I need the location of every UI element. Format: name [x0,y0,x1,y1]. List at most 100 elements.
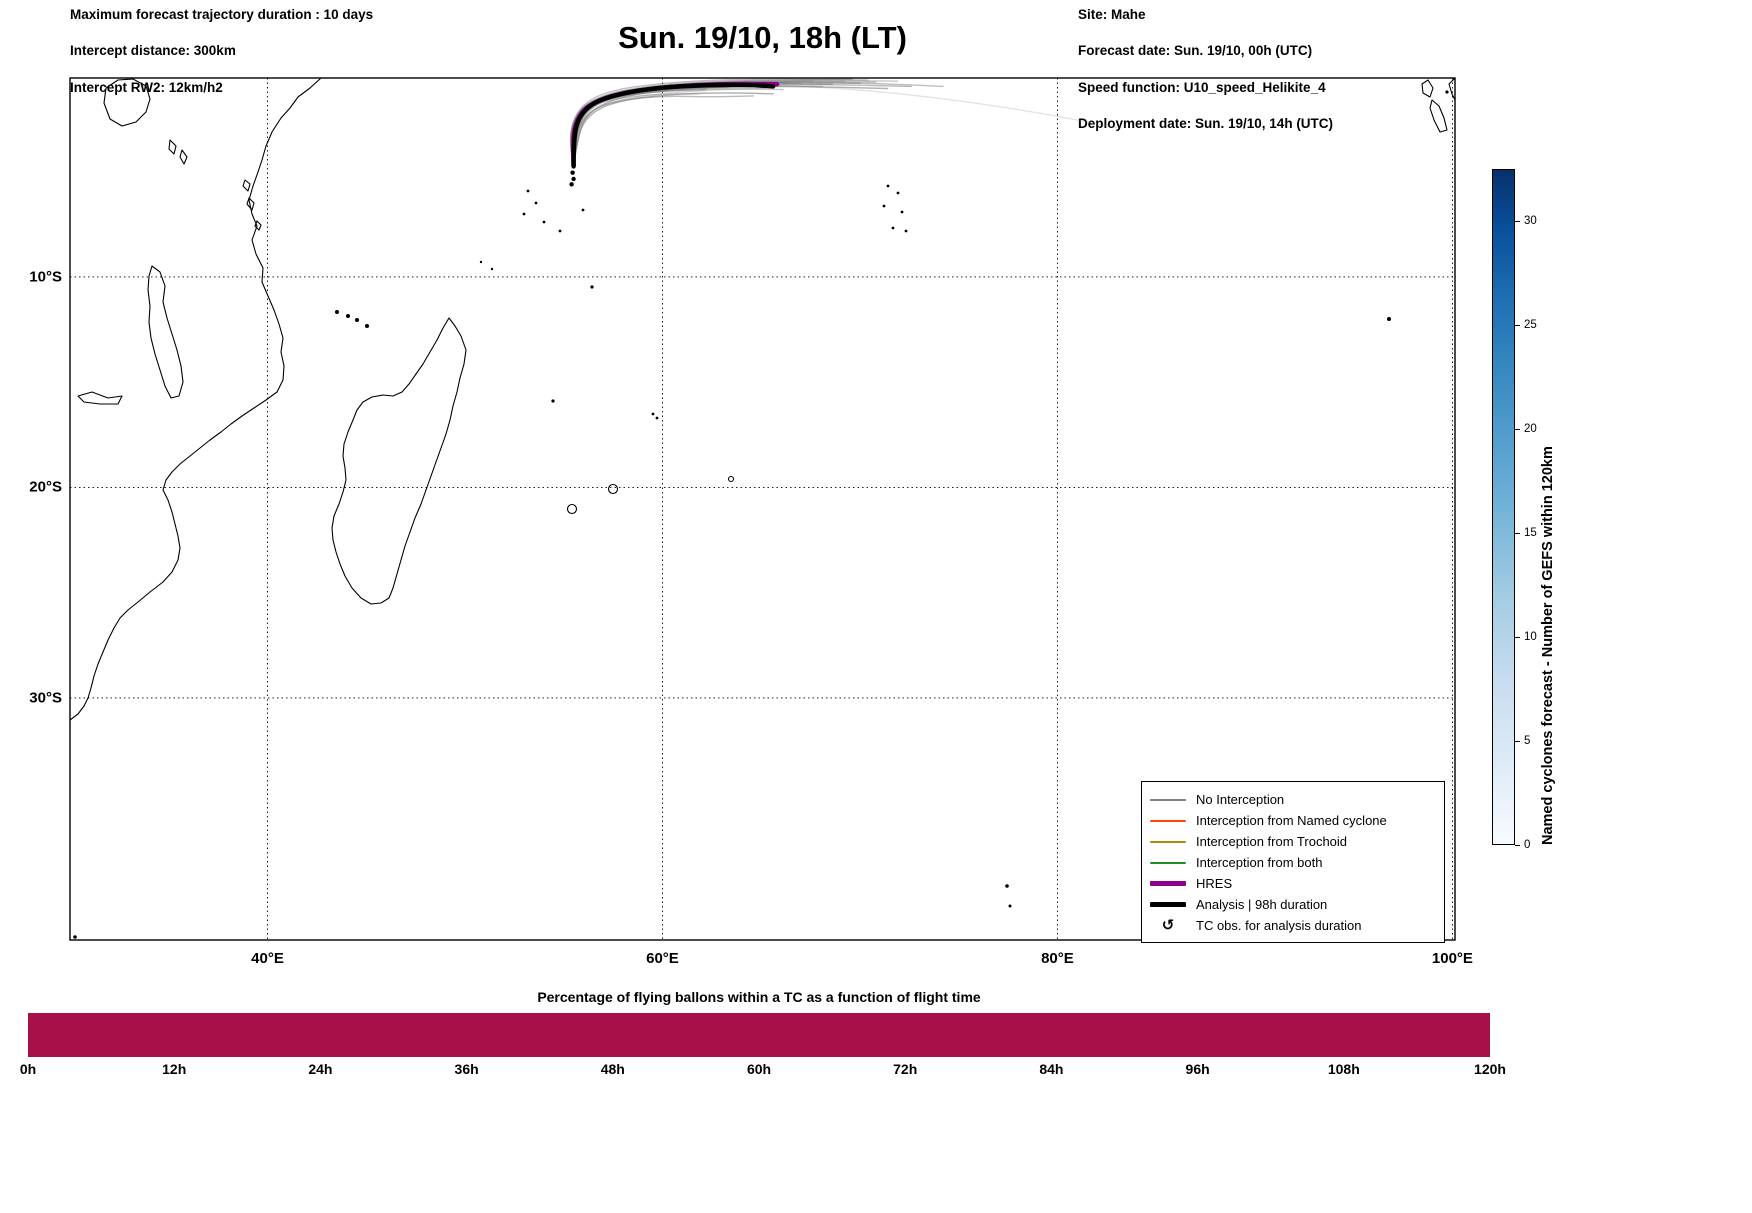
madagascar-coastline [331,317,467,605]
colorbar-tick-label: 25 [1524,319,1537,331]
tc-obs-point [570,170,575,175]
colorbar-tick-mark [1515,221,1520,222]
small-island-dots [73,90,1449,939]
africa-coastline [69,77,322,721]
colorbar-tick-label: 5 [1524,735,1531,747]
tc-obs-point [569,182,574,187]
legend-item: Analysis | 98h duration [1150,894,1434,915]
legend-line-swatch-bar [1150,798,1186,801]
ensemble-track [572,78,853,167]
flight-time-percentage-bar [28,1013,1490,1057]
legend-item-label: Interception from Named cyclone [1196,813,1387,828]
colorbar-tick-label: 0 [1524,839,1531,851]
sumatra-islands [1421,77,1456,133]
colorbar-tick-label: 20 [1524,423,1537,435]
colorbar-tick-label: 10 [1524,631,1537,643]
x-tick-label: 100°E [1431,950,1473,967]
bottom-x-tick-label: 60h [746,1061,772,1077]
analysis-track [571,82,776,168]
max-duration-line: Maximum forecast trajectory duration : 1… [70,7,374,22]
legend-item: ↺ TC obs. for analysis duration [1150,915,1434,936]
bottom-x-tick-label: 36h [454,1061,479,1077]
speed-function-line: Speed function: U10_speed_Helikite_4 [1078,79,1326,95]
reunion-island [566,503,578,515]
page-title: Sun. 19/10, 18h (LT) [618,20,907,55]
bottom-x-tick-label: 72h [893,1061,918,1077]
ensemble-track [572,95,754,167]
legend-item-label: TC obs. for analysis duration [1196,918,1362,933]
site-line: Site: Mahe [1078,7,1146,22]
rotate-arrow-icon: ↺ [1161,917,1175,934]
legend-line-swatch-bar [1150,881,1186,886]
y-tick-label: 20°S [29,478,62,496]
grid-layer [70,78,1455,940]
colorbar-tick-mark [1515,325,1520,326]
lake-victoria [103,78,151,127]
colorbar-label: Named cyclones forecast - Number of GEFS… [1540,446,1556,845]
tc-obs-marker-icon: ↺ [1150,918,1186,933]
colorbar-tick-mark [1515,637,1520,638]
zanzibar-pemba-islands [242,179,262,231]
colorbar-tick-mark [1515,533,1520,534]
tc-obs-point [571,164,576,169]
colorbar-tick-label: 30 [1524,215,1537,227]
ensemble-track [569,88,707,167]
lake-malawi [147,265,184,399]
legend-item: HRES [1150,873,1434,894]
x-tick-label: 80°E [1041,950,1074,967]
ensemble-track [572,92,774,167]
bottom-x-tick-label: 84h [1039,1061,1064,1077]
colorbar-tick-label: 15 [1524,527,1537,539]
forecast-date-line: Forecast date: Sun. 19/10, 00h (UTC) [1078,43,1313,59]
legend-item: Interception from both [1150,852,1434,873]
lake-cahora-bassa [77,391,123,405]
bottom-x-tick-label: 120h [1474,1061,1506,1077]
x-tick-label: 60°E [646,950,679,967]
plot-frame [69,77,1456,941]
legend-item-label: Interception from both [1196,855,1323,870]
legend-line-swatch-bar [1150,840,1186,843]
legend-line-swatch-bar [1150,902,1186,907]
colorbar-tick-mark [1515,741,1520,742]
legend-item-label: HRES [1196,876,1233,891]
legend-item: Interception from Named cyclone [1150,810,1434,831]
legend-item-label: Interception from Trochoid [1196,834,1348,849]
intercept-distance-line: Intercept distance: 300km [70,43,236,59]
legend-line-swatch [1150,840,1186,843]
map-legend: No Interception Interception from Named c… [1141,781,1445,943]
bottom-x-tick-label: 48h [600,1061,625,1077]
bottom-x-tick-label: 96h [1185,1061,1210,1077]
bottom-x-tick-label: 0h [19,1061,37,1077]
legend-line-swatch [1150,798,1186,801]
legend-item: Interception from Trochoid [1150,831,1434,852]
legend-item-label: Analysis | 98h duration [1196,897,1328,912]
legend-line-swatch [1150,902,1186,907]
site-info-text: Site: Mahe Forecast date: Sun. 19/10, 00… [1078,6,1333,134]
rodrigues-island [727,475,735,483]
ensemble-track [572,78,869,167]
track-layer [569,78,1118,187]
bottom-x-tick-label: 12h [162,1061,187,1077]
colorbar-tick-mark [1515,429,1520,430]
legend-line-swatch-bar [1150,861,1186,864]
colorbar-tick-mark [1515,845,1520,846]
colorbar-gradient [1492,169,1515,845]
y-tick-label: 30°S [29,689,62,707]
bottom-x-tick-label: 108h [1327,1061,1360,1077]
legend-line-swatch [1150,881,1186,886]
legend-line-swatch [1150,861,1186,864]
y-tick-label: 10°S [29,268,62,286]
tc-obs-point [571,176,576,182]
forecast-settings-text: Maximum forecast trajectory duration : 1… [70,6,373,97]
x-tick-label: 40°E [251,950,284,967]
rift-valley-lakes [168,139,188,165]
bottom-chart-title: Percentage of flying ballons within a TC… [537,989,981,1005]
legend-item-label: No Interception [1196,792,1285,807]
legend-line-swatch-bar [1150,819,1186,822]
bottom-x-tick-label: 24h [308,1061,333,1077]
mauritius-island [607,483,619,495]
deployment-date-line: Deployment date: Sun. 19/10, 14h (UTC) [1078,116,1334,132]
legend-item: No Interception [1150,789,1434,810]
